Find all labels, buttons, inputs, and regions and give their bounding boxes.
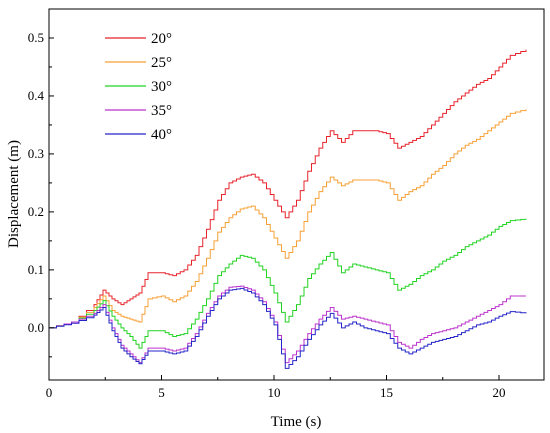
legend-label-3: 30° (151, 79, 172, 95)
plot-frame (48, 8, 545, 381)
y-tick-label: 0.3 (28, 146, 44, 161)
series-line-5 (49, 287, 527, 369)
y-tick-label: 0.4 (28, 88, 45, 103)
y-tick-label: 0.2 (28, 204, 44, 219)
x-tick-label: 15 (380, 385, 393, 400)
x-axis-title: Time (s) (271, 414, 322, 430)
y-axis-title: Displacement (m) (6, 140, 22, 248)
x-tick-label: 20 (493, 385, 506, 400)
y-tick-label: 0.0 (28, 320, 44, 335)
series-line-3 (49, 218, 527, 349)
legend: 20° 25° 30° 35° 40° (105, 31, 172, 143)
x-tick-label: 0 (46, 385, 53, 400)
series-layer (49, 49, 527, 369)
legend-label-4: 35° (151, 103, 172, 119)
x-tick-label: 10 (268, 385, 281, 400)
y-tick-label: 0.5 (28, 30, 44, 45)
y-tick-label: 0.1 (28, 262, 44, 277)
series-line-1 (49, 49, 527, 329)
legend-label-5: 40° (151, 127, 172, 143)
y-axis: 0.0 0.1 0.2 0.3 0.4 0.5 (28, 8, 54, 358)
x-axis: 0 5 10 15 20 (46, 375, 506, 400)
legend-label-2: 25° (151, 55, 172, 71)
x-tick-label: 5 (158, 385, 165, 400)
series-line-2 (49, 109, 527, 329)
legend-label-1: 20° (151, 31, 172, 47)
